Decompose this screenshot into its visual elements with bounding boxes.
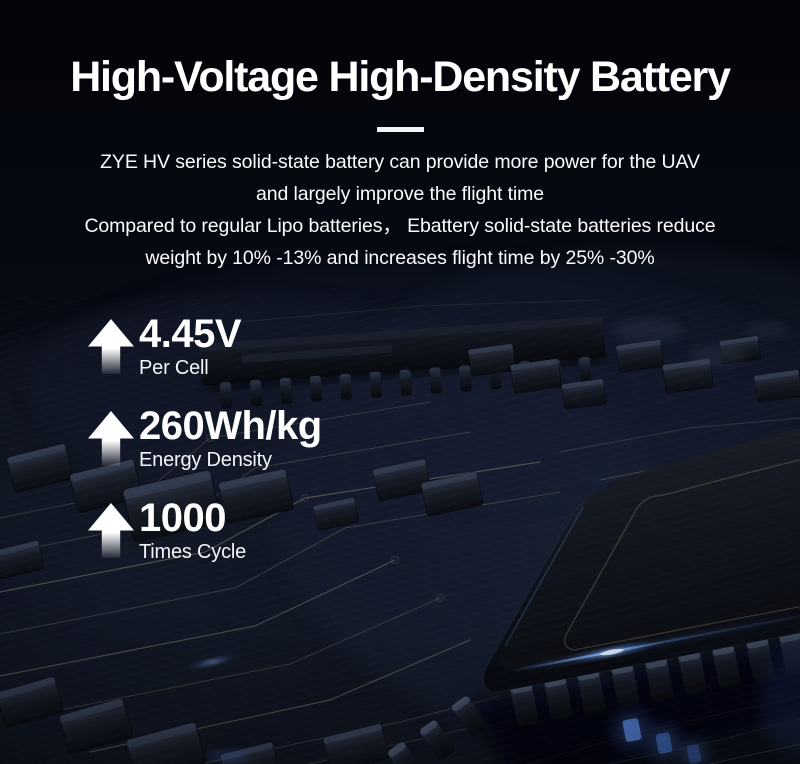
stat-text: 4.45V Per Cell bbox=[139, 312, 242, 380]
stat-label: Times Cycle bbox=[139, 541, 247, 563]
stat-value: 1000 bbox=[139, 496, 226, 540]
intro-paragraph: ZYE HV series solid-state battery can pr… bbox=[0, 146, 800, 274]
stat-label: Per Cell bbox=[139, 357, 209, 379]
arrow-up-icon bbox=[88, 319, 134, 374]
stat-value: 4.45V bbox=[139, 312, 242, 356]
stats-list: 4.45V Per Cell 260Wh/kg Energy Density 1… bbox=[88, 314, 322, 590]
intro-line: and largely improve the flight time bbox=[255, 183, 545, 205]
intro-line: ZYE HV series solid-state battery can pr… bbox=[100, 151, 700, 173]
stat-cycle-life: 1000 Times Cycle bbox=[88, 498, 322, 564]
stat-text: 1000 Times Cycle bbox=[139, 498, 246, 564]
title-divider bbox=[376, 127, 424, 132]
stat-value: 260Wh/kg bbox=[139, 404, 322, 448]
arrow-up-icon bbox=[88, 503, 134, 558]
intro-line: weight by 10% -13% and increases flight … bbox=[145, 247, 655, 269]
arrow-up-icon bbox=[88, 411, 134, 466]
stat-energy-density: 260Wh/kg Energy Density bbox=[88, 406, 322, 472]
stat-voltage: 4.45V Per Cell bbox=[88, 314, 322, 380]
page-title: High-Voltage High-Density Battery bbox=[70, 53, 731, 101]
stat-text: 260Wh/kg Energy Density bbox=[139, 406, 322, 472]
intro-line: Compared to regular Lipo batteries， Ebat… bbox=[84, 215, 716, 237]
stat-label: Energy Density bbox=[139, 449, 272, 471]
